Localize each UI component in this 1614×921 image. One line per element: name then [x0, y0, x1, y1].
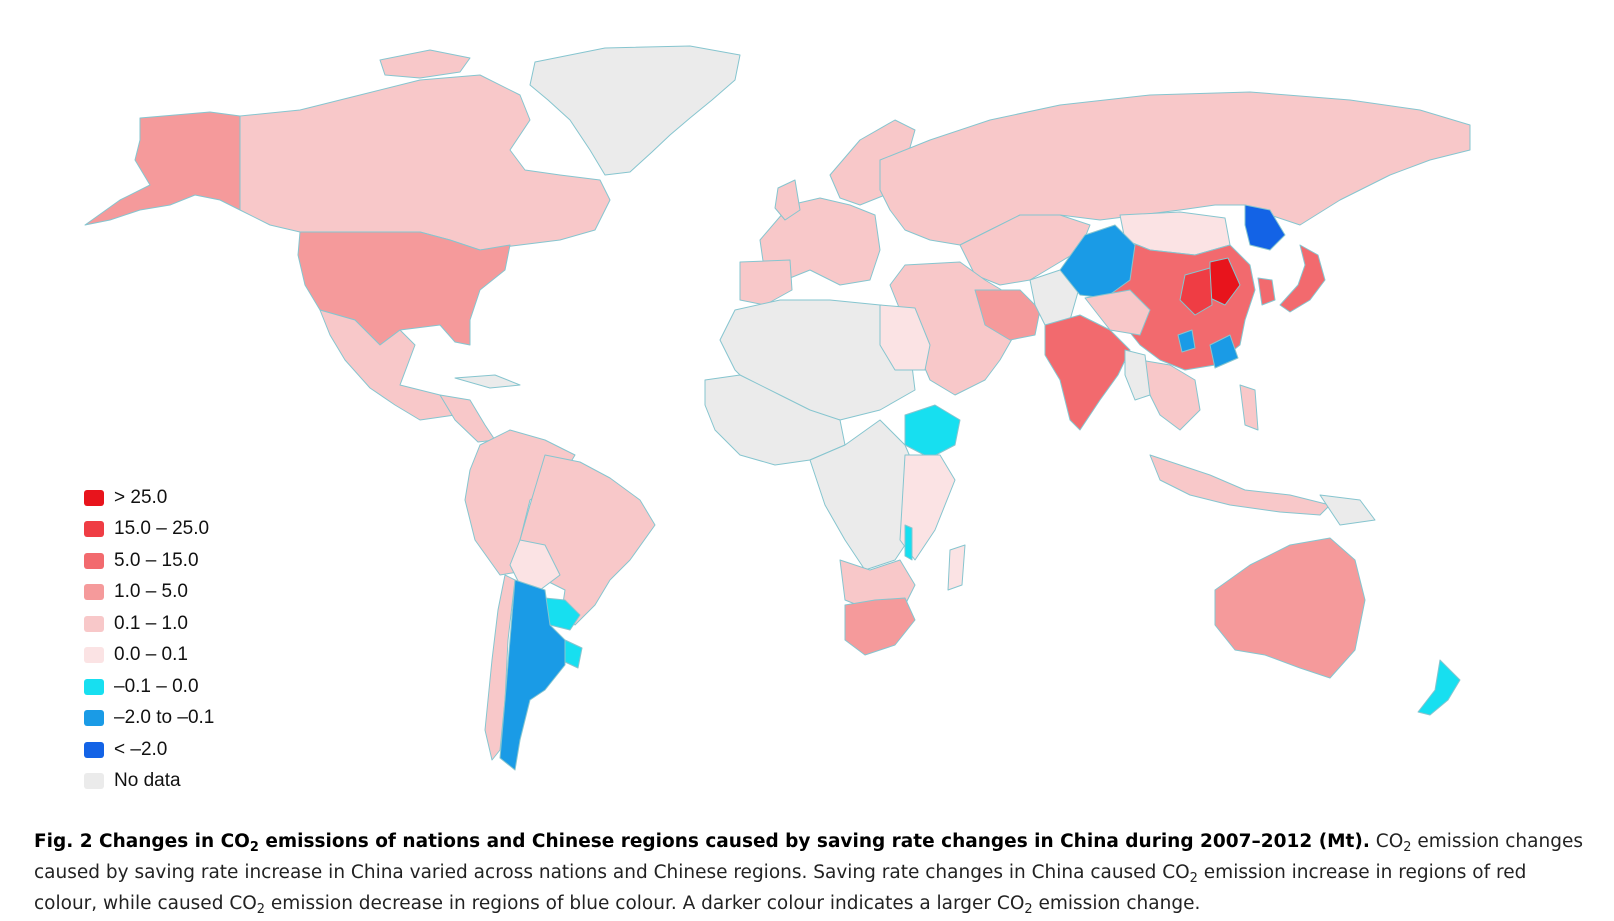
region-usa [297, 231, 511, 346]
region-india [1044, 314, 1131, 431]
legend-item: 0.1 – 1.0 [84, 608, 214, 640]
region-papua [1319, 494, 1376, 526]
region-argentina [499, 579, 566, 771]
region-chile [484, 574, 516, 761]
legend-swatch [84, 521, 104, 538]
region-ethiopia [904, 404, 961, 459]
legend-swatch [84, 773, 104, 790]
region-arctic-islands [379, 49, 471, 79]
region-japan [1279, 244, 1326, 313]
legend-item: 0.0 – 0.1 [84, 640, 214, 672]
legend-swatch [84, 552, 104, 569]
region-central-america [439, 394, 496, 443]
region-australia [1214, 537, 1366, 679]
region-philippines [1239, 384, 1259, 431]
legend-item: 5.0 – 15.0 [84, 545, 214, 577]
legend-swatch [84, 584, 104, 601]
legend-label: 1.0 – 5.0 [114, 581, 188, 603]
region-uk [774, 179, 801, 221]
region-caribbean [454, 374, 521, 389]
legend-label: –0.1 – 0.0 [114, 675, 199, 697]
region-heilongjiang [1244, 204, 1286, 251]
map-legend: > 25.0 15.0 – 25.0 5.0 – 15.0 1.0 – 5.0 0.1 … [84, 482, 214, 797]
region-alaska [84, 111, 241, 226]
legend-swatch [84, 489, 104, 506]
region-south-africa [844, 597, 916, 656]
legend-item: < –2.0 [84, 734, 214, 766]
legend-item: 15.0 – 25.0 [84, 514, 214, 546]
region-myanmar [1124, 349, 1151, 401]
region-fujian [1209, 334, 1239, 369]
region-iberia [739, 259, 793, 306]
region-egypt [879, 304, 931, 371]
legend-swatch [84, 678, 104, 695]
legend-item: –2.0 to –0.1 [84, 703, 214, 735]
region-guangxi [1177, 329, 1196, 353]
region-greenland [529, 45, 741, 176]
legend-label: –2.0 to –0.1 [114, 707, 215, 729]
legend-item: No data [84, 766, 214, 798]
legend-item: > 25.0 [84, 482, 214, 514]
figure-caption: Fig. 2 Changes in CO2 emissions of natio… [34, 831, 1583, 917]
region-xinjiang [1059, 224, 1136, 299]
region-iran [974, 289, 1041, 341]
legend-swatch [84, 741, 104, 758]
legend-label: No data [114, 770, 181, 792]
legend-label: 0.0 – 0.1 [114, 644, 188, 666]
region-uruguay [564, 639, 583, 669]
region-southeast-asia [1139, 359, 1201, 431]
region-new-zealand [1417, 659, 1461, 716]
legend-item: –0.1 – 0.0 [84, 671, 214, 703]
region-indonesia [1149, 454, 1331, 516]
world-map [84, 45, 1471, 771]
legend-swatch [84, 647, 104, 664]
legend-label: < –2.0 [114, 738, 168, 760]
region-madagascar [947, 544, 966, 591]
caption-title: Fig. 2 Changes in CO2 emissions of natio… [34, 831, 1370, 855]
legend-label: 5.0 – 15.0 [114, 549, 199, 571]
region-east-africa [899, 454, 956, 561]
region-southern-africa [839, 559, 916, 611]
region-korea [1257, 277, 1276, 306]
legend-label: 0.1 – 1.0 [114, 612, 188, 634]
legend-item: 1.0 – 5.0 [84, 577, 214, 609]
region-north-china [1179, 267, 1213, 316]
region-tibet [1084, 289, 1151, 336]
legend-swatch [84, 615, 104, 632]
region-malawi [904, 524, 913, 561]
legend-label: 15.0 – 25.0 [114, 518, 210, 540]
legend-label: > 25.0 [114, 486, 168, 508]
world-map-figure: > 25.0 15.0 – 25.0 5.0 – 15.0 1.0 – 5.0 0.1 … [84, 45, 1471, 797]
legend-swatch [84, 710, 104, 727]
